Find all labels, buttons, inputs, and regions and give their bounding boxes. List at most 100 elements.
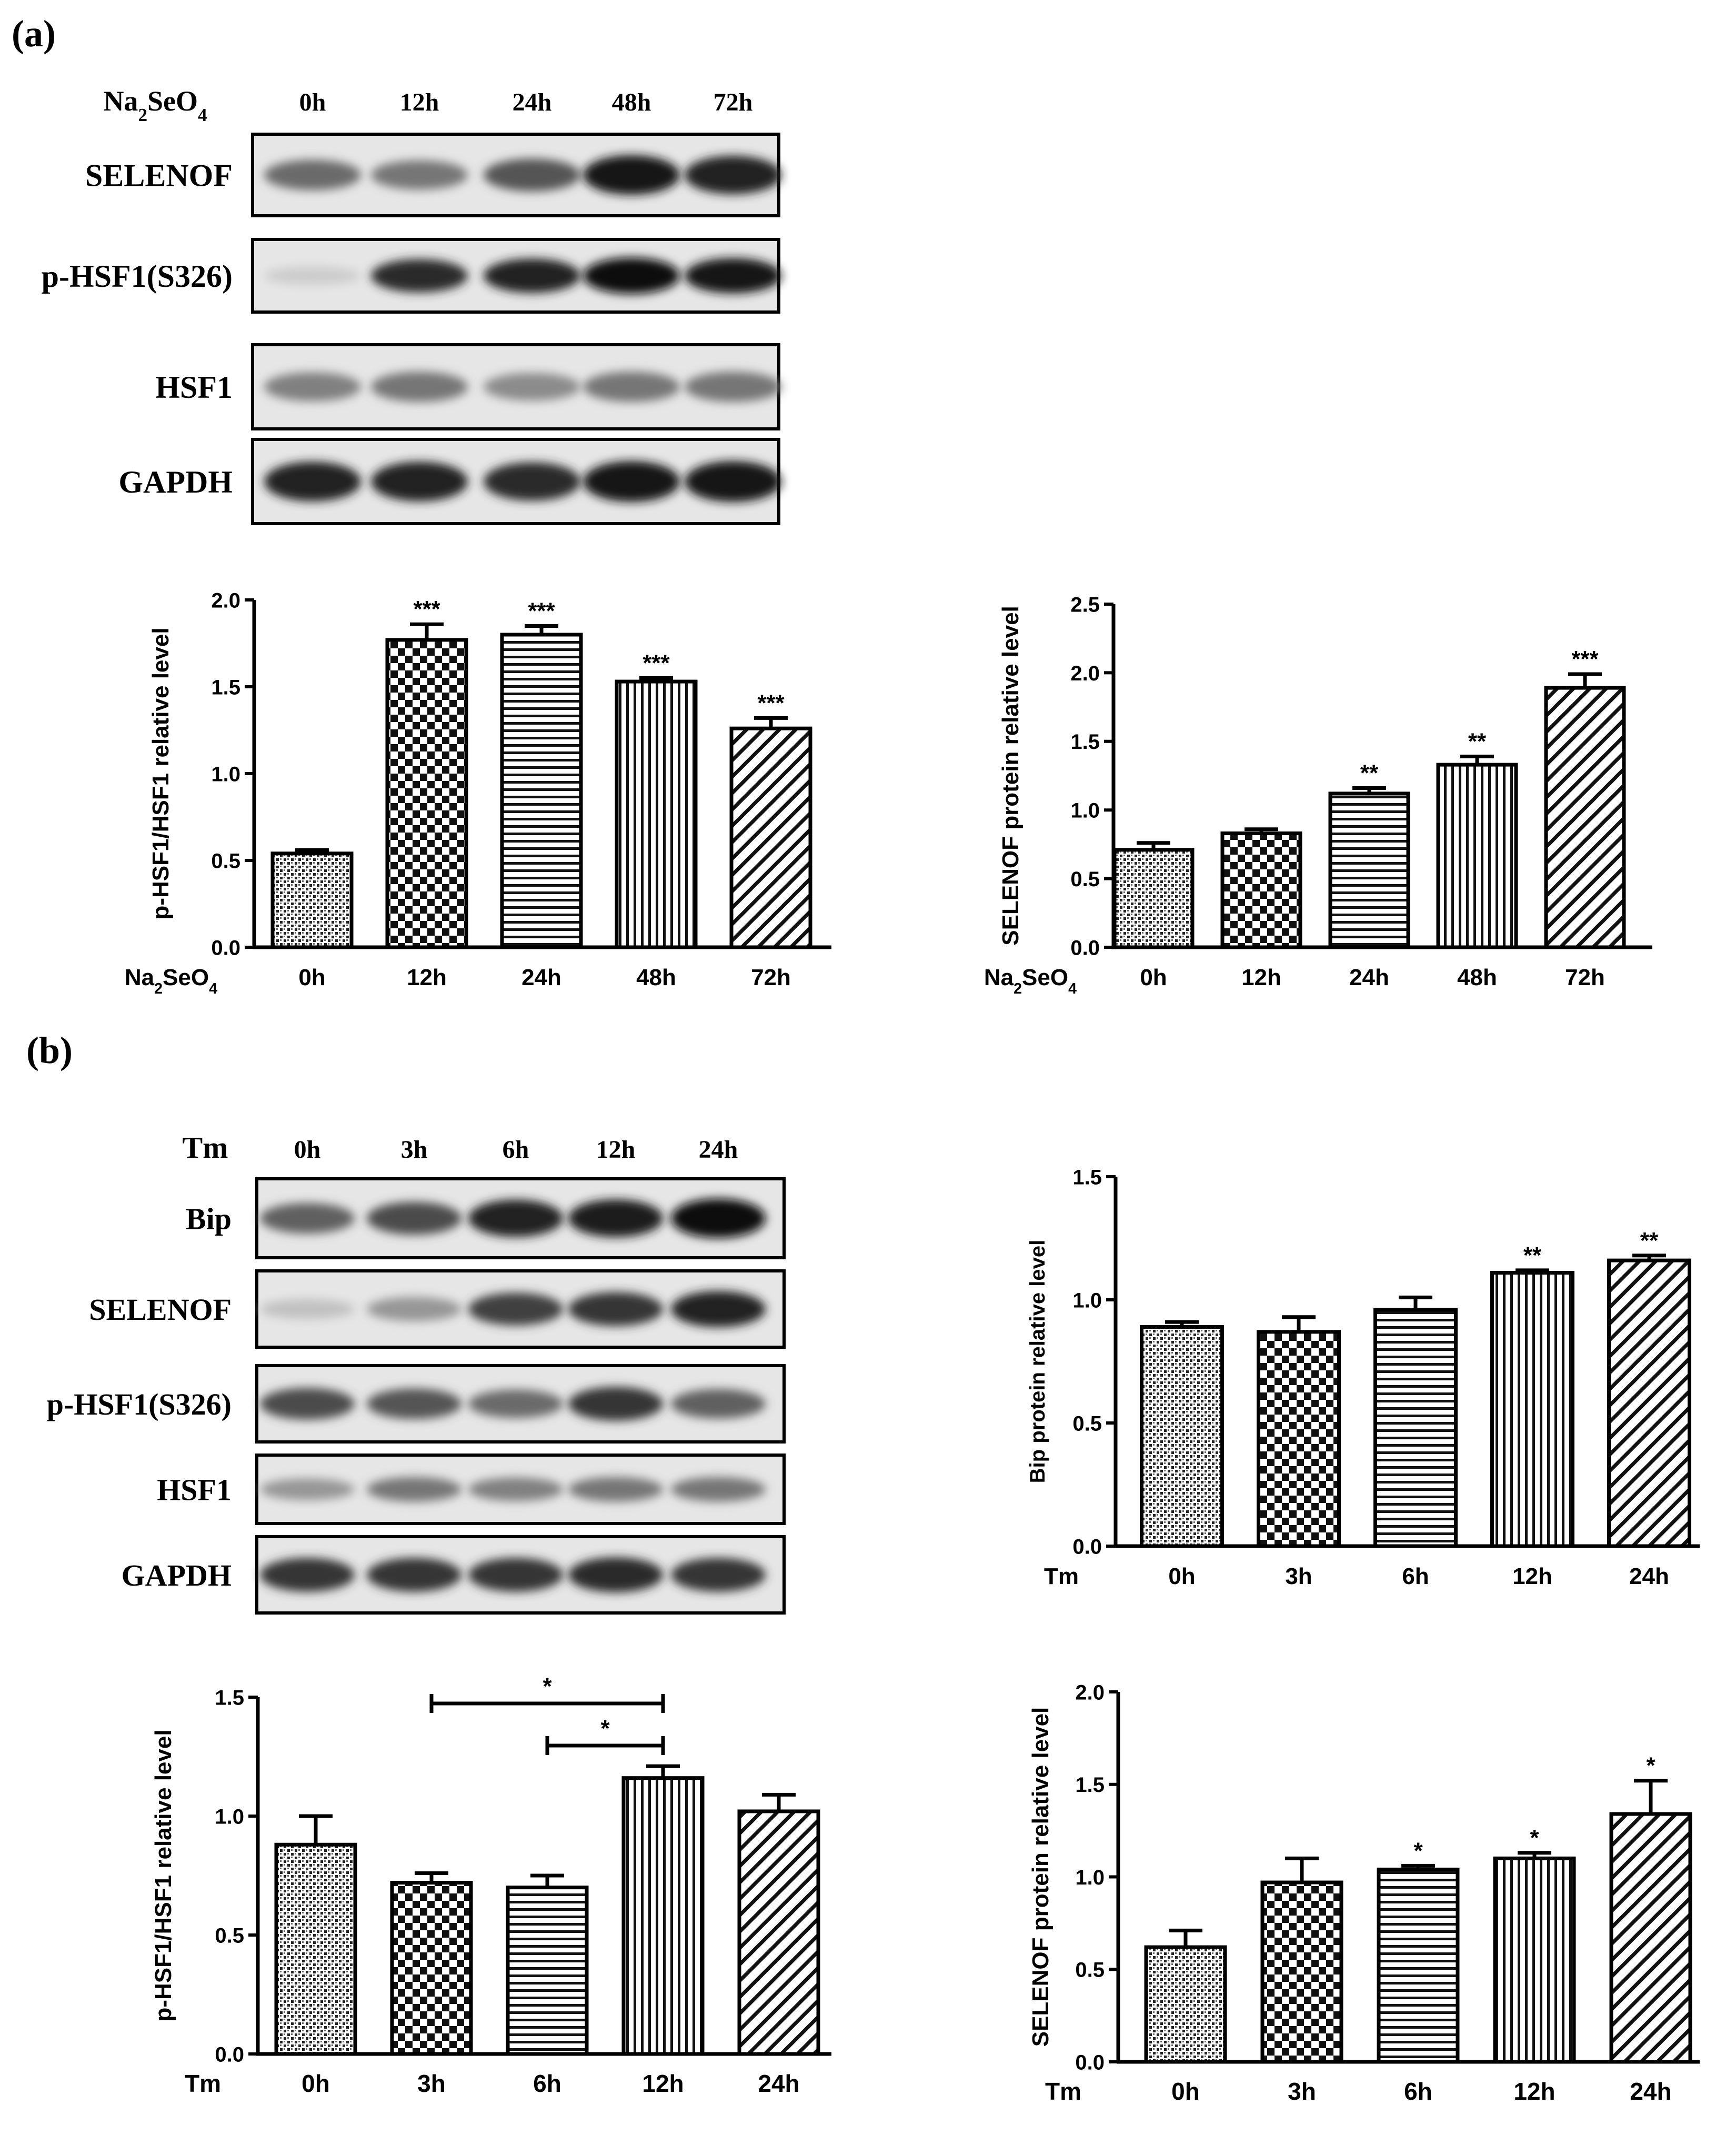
x-category-label: 12h (642, 2070, 684, 2097)
significance-marker: ** (1468, 728, 1487, 754)
x-category-label: 3h (1288, 2078, 1316, 2105)
x-category-label: 24h (1629, 1563, 1669, 1589)
blot-band (367, 1201, 461, 1235)
chart-b-selenof: 0.0 0.5 1.0 1.5 2.0 SELENOF protein relative … (1028, 1681, 1700, 2105)
y-tick-label: 1.0 (215, 1805, 244, 1828)
blot-band (583, 155, 680, 195)
blot-band (671, 1389, 766, 1419)
blot-band (568, 1557, 663, 1592)
x-category-label: 6h (1402, 1563, 1429, 1589)
blot-band (367, 1477, 461, 1502)
blot-lane-label: 24h (513, 88, 552, 116)
blot-lane-label: 72h (714, 88, 753, 116)
comparison-significance: * (543, 1673, 552, 1699)
blot-protein-label: HSF1 (157, 1472, 232, 1507)
x-category-label: 12h (1512, 1563, 1552, 1589)
significance-marker: *** (1571, 646, 1599, 672)
blot-protein-label: p-HSF1(S326) (42, 259, 233, 294)
blot-protein-label: SELENOF (89, 1292, 232, 1327)
x-category-label: 0h (302, 2070, 330, 2097)
y-axis-label: SELENOF protein relative level (1028, 1707, 1053, 2047)
blot-protein-label: Bip (186, 1201, 232, 1236)
blot-band (568, 1292, 663, 1326)
bar (621, 1776, 705, 2056)
y-tick-label: 1.5 (215, 1686, 244, 1709)
blot-lane-label: 6h (503, 1136, 529, 1164)
blot-band (468, 1558, 563, 1592)
blot-band (685, 372, 781, 402)
bar (270, 851, 354, 949)
x-axis-treatment-label: Na2SeO4 (125, 965, 217, 997)
bar (385, 638, 468, 949)
blot-band (371, 462, 468, 502)
y-tick-label: 0.0 (1075, 2051, 1105, 2074)
bar (500, 633, 583, 949)
blot-band (260, 1478, 355, 1500)
y-axis-label: Bip protein relative level (1026, 1240, 1049, 1483)
significance-marker: * (1646, 1753, 1655, 1779)
blot-band (264, 159, 361, 191)
x-category-label: 12h (1241, 965, 1281, 990)
bar (1112, 848, 1195, 949)
x-category-label: 24h (758, 2070, 799, 2097)
chart-a-phsf1-ratio: 0.0 0.5 1.0 1.5 2.0 p-HSF1/HSF1 relative leve… (125, 589, 831, 997)
blot-band (583, 461, 680, 502)
blot-band (671, 1558, 766, 1592)
panel-label-b: (b) (26, 1029, 73, 1071)
blot-band (371, 160, 468, 190)
significance-marker: ** (1523, 1242, 1542, 1268)
blot-band (367, 1297, 461, 1321)
y-axis-label: p-HSF1/HSF1 relative level (148, 627, 174, 919)
x-axis-treatment-label: Na2SeO4 (984, 965, 1077, 997)
blot-band (685, 258, 781, 294)
y-axis-label: SELENOF protein relative level (998, 606, 1023, 946)
y-tick-label: 0.5 (1072, 1412, 1102, 1435)
bar (274, 1842, 357, 2056)
bar (1328, 791, 1410, 949)
blot-protein-label: GAPDH (118, 465, 233, 499)
blot-band (260, 1202, 355, 1234)
bar (1490, 1271, 1574, 1548)
bar (1220, 831, 1302, 949)
x-category-label: 6h (533, 2070, 561, 2097)
blot-band (568, 1477, 663, 1502)
y-tick-label: 1.0 (1070, 799, 1100, 823)
blot-treatment-label: Na2SeO4 (103, 85, 207, 125)
blot-band (685, 461, 781, 502)
x-axis-treatment-label: Tm (1044, 1563, 1079, 1589)
y-tick-label: 0.0 (211, 936, 240, 959)
western-blot-a: Na2SeO4 0h 12h 24h 48h 72h SELENOF p-HSF1(S326)… (42, 85, 781, 525)
western-blot-b: Tm 0h 3h 6h 12h 24h Bip SELENOF p-HSF1(S326) HSF1… (47, 1130, 786, 1615)
x-category-label: 0h (1140, 965, 1167, 990)
y-tick-label: 0.5 (215, 1924, 244, 1947)
x-category-label: 24h (521, 965, 561, 990)
blot-treatment-label: Tm (183, 1130, 228, 1165)
y-tick-label: 1.0 (1075, 1866, 1105, 1889)
blot-band (583, 257, 680, 294)
blot-band (264, 266, 361, 285)
blot-band (260, 1388, 355, 1420)
y-axis-label: p-HSF1/HSF1 relative level (150, 1729, 176, 2021)
blot-band (671, 1477, 766, 1502)
x-category-label: 0h (298, 965, 325, 990)
y-tick-label: 2.5 (1070, 593, 1100, 616)
blot-band (484, 462, 580, 501)
y-tick-label: 0.0 (1070, 936, 1100, 959)
x-axis-treatment-label: Tm (185, 2070, 221, 2097)
x-category-label: 12h (1513, 2078, 1555, 2105)
bar (1436, 763, 1518, 949)
y-tick-label: 1.0 (211, 763, 240, 786)
x-category-label: 48h (636, 965, 676, 990)
x-category-label: 0h (1171, 2078, 1200, 2105)
y-tick-label: 0.5 (1075, 1959, 1105, 1982)
x-category-label: 72h (751, 965, 791, 990)
x-category-label: 3h (417, 2070, 446, 2097)
significance-marker: * (1530, 1825, 1539, 1851)
bar (1493, 1856, 1576, 2064)
x-category-label: 72h (1565, 965, 1605, 990)
blot-band (367, 1388, 461, 1419)
blot-band (484, 258, 580, 293)
blot-protein-label: p-HSF1(S326) (47, 1387, 232, 1421)
blot-lane-label: 3h (401, 1136, 428, 1164)
